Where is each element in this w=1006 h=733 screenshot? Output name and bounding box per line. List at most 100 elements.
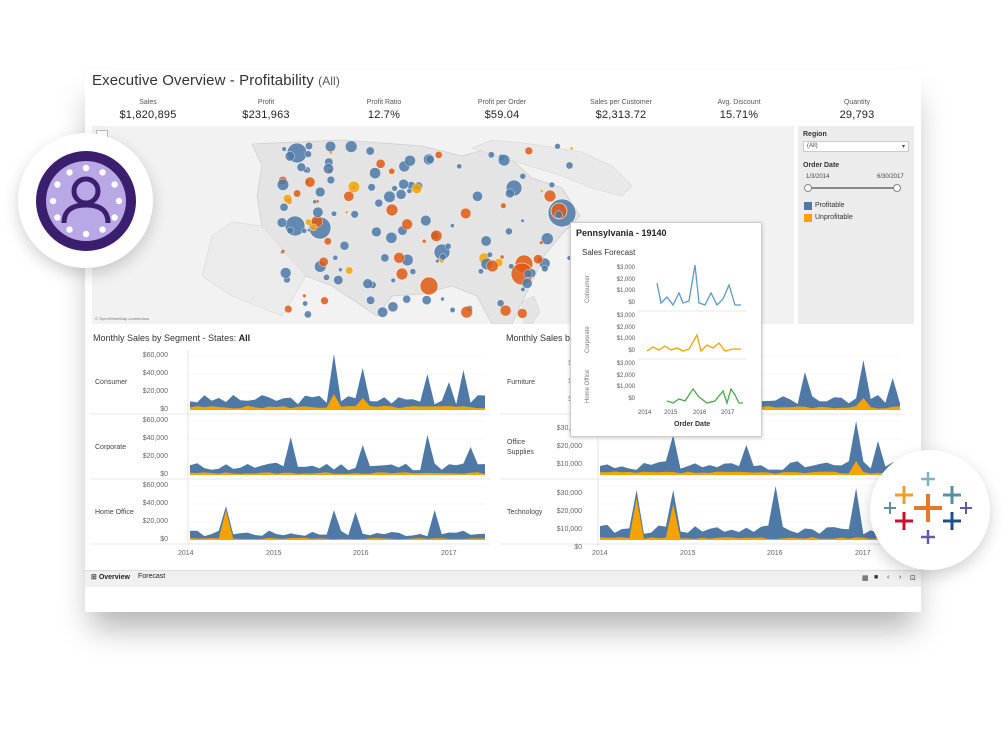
map-dot[interactable] (391, 185, 398, 192)
map-dot[interactable] (366, 295, 375, 305)
map-dot[interactable] (281, 146, 287, 152)
map-dot[interactable] (343, 191, 355, 202)
map-dot[interactable] (326, 175, 336, 185)
map-dot[interactable] (312, 199, 317, 205)
map-dot[interactable] (315, 186, 326, 198)
map-dot[interactable] (450, 223, 455, 228)
map-dot[interactable] (377, 306, 388, 318)
map-dot[interactable] (520, 218, 525, 223)
map-dot[interactable] (554, 210, 563, 219)
map-dot[interactable] (286, 226, 295, 235)
map-dot[interactable] (323, 237, 332, 246)
map-dot[interactable] (320, 296, 329, 305)
area-series-profitable[interactable] (190, 506, 485, 540)
map-dot[interactable] (296, 162, 306, 172)
map-dot[interactable] (533, 254, 543, 265)
map-dot[interactable] (406, 188, 413, 194)
map-dot[interactable] (380, 253, 390, 263)
map-dot[interactable] (365, 146, 375, 156)
map-dot[interactable] (505, 188, 515, 199)
map-dot[interactable] (350, 210, 359, 219)
date-slider-end-handle[interactable] (893, 184, 901, 192)
map-dot[interactable] (539, 240, 544, 245)
map-dot[interactable] (477, 268, 484, 275)
map-dot[interactable] (444, 243, 452, 250)
map-dot[interactable] (390, 277, 396, 283)
map-dot[interactable] (435, 258, 440, 264)
tab-forecast[interactable]: Forecast (138, 573, 166, 580)
next-arrow-icon[interactable]: › (899, 574, 902, 581)
map-dot[interactable] (420, 215, 432, 227)
map-dot[interactable] (374, 198, 383, 208)
sales-dots[interactable] (276, 140, 577, 319)
map-dot[interactable] (524, 146, 533, 156)
map-dot[interactable] (411, 183, 422, 194)
map-dot[interactable] (425, 154, 435, 164)
map-dot[interactable] (385, 203, 399, 217)
map-dot[interactable] (440, 296, 445, 302)
map-dot[interactable] (460, 207, 472, 219)
area-series-unprofitable[interactable] (190, 394, 485, 410)
map-dot[interactable] (499, 304, 512, 317)
date-slider[interactable] (806, 187, 898, 189)
map-dot[interactable] (305, 218, 312, 226)
map-dot[interactable] (500, 202, 507, 209)
map-dot[interactable] (540, 189, 544, 193)
map-dot[interactable] (523, 269, 533, 278)
map-dot[interactable] (486, 251, 493, 258)
map-dot[interactable] (305, 142, 313, 150)
map-dot[interactable] (284, 305, 293, 314)
map-dot[interactable] (312, 206, 324, 218)
area-series-unprofitable[interactable] (600, 461, 900, 475)
map-dot[interactable] (541, 265, 549, 273)
tab-overview[interactable]: ⊞ Overview (91, 573, 130, 581)
map-dot[interactable] (345, 266, 354, 275)
map-dot[interactable] (508, 263, 515, 270)
map-dot[interactable] (302, 293, 307, 298)
map-dot[interactable] (304, 310, 312, 319)
map-dot[interactable] (487, 151, 495, 159)
map-dot[interactable] (505, 227, 513, 236)
date-slider-start-handle[interactable] (804, 184, 812, 192)
map-dot[interactable] (339, 240, 350, 251)
area-series-unprofitable[interactable] (600, 498, 900, 540)
map-dot[interactable] (280, 267, 292, 279)
map-dot[interactable] (404, 155, 416, 167)
map-dot[interactable] (276, 178, 289, 191)
map-dot[interactable] (541, 232, 554, 245)
map-dot[interactable] (554, 143, 561, 150)
map-dot[interactable] (388, 168, 396, 175)
map-dot[interactable] (324, 140, 336, 153)
area-series-profitable[interactable] (600, 486, 900, 540)
map-dot[interactable] (345, 140, 358, 153)
map-dot[interactable] (293, 189, 302, 198)
map-dot[interactable] (367, 183, 376, 192)
map-dot[interactable] (401, 218, 413, 230)
map-dot[interactable] (323, 163, 334, 175)
map-dot[interactable] (304, 150, 312, 158)
map-dot[interactable] (520, 286, 526, 292)
area-series-unprofitable[interactable] (190, 510, 485, 540)
area-series-profitable[interactable] (190, 435, 485, 475)
map-dot[interactable] (304, 176, 316, 188)
map-dot[interactable] (281, 249, 286, 254)
square-view-icon[interactable]: ■ (874, 574, 879, 581)
area-series-profitable[interactable] (600, 421, 900, 475)
map-dot[interactable] (422, 239, 427, 244)
map-dot[interactable] (310, 223, 318, 231)
map-dot[interactable] (398, 179, 409, 190)
map-dot[interactable] (383, 190, 396, 203)
map-dot[interactable] (569, 146, 574, 151)
map-dot[interactable] (521, 278, 533, 289)
map-dot[interactable] (347, 180, 360, 193)
map-dot[interactable] (302, 300, 308, 307)
map-dot[interactable] (460, 306, 473, 319)
map-dot[interactable] (480, 235, 492, 247)
map-dot[interactable] (387, 301, 399, 313)
map-dot[interactable] (421, 295, 432, 305)
map-dot[interactable] (344, 210, 349, 215)
present-icon[interactable]: ⊡ (910, 575, 916, 582)
map-dot[interactable] (279, 202, 289, 212)
map-dot[interactable] (331, 210, 337, 217)
map-dot[interactable] (430, 229, 443, 242)
